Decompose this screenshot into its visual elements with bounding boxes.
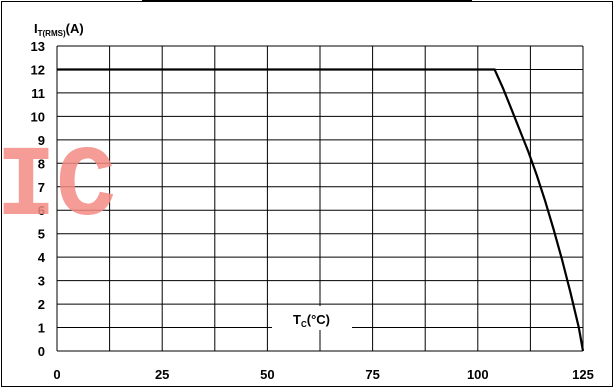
y-tick-label: 3 (38, 274, 45, 289)
y-tick-label: 13 (31, 39, 45, 54)
y-tick-label: 2 (38, 297, 45, 312)
x-tick-label: 75 (365, 367, 379, 382)
series-line (57, 68, 585, 352)
x-axis-label: TC(°C) (293, 312, 330, 329)
watermark: IC (0, 132, 116, 245)
x-axis-label-unit: (°C) (307, 312, 330, 327)
y-tick-label: 0 (38, 344, 45, 359)
y-tick-label: 5 (38, 227, 45, 242)
y-axis-label-sub: T(RMS) (38, 29, 66, 38)
chart-top-border (142, 0, 472, 2)
grid (56, 45, 584, 352)
x-axis-label-main: T (293, 312, 301, 327)
x-tick-labels: 0 25 50 75 100 125 (53, 367, 593, 382)
x-tick-label: 125 (572, 367, 594, 382)
x-axis-label-box (272, 306, 352, 330)
y-tick-label: 9 (38, 133, 45, 148)
y-tick-label: 8 (38, 156, 45, 171)
x-tick-label: 25 (155, 367, 169, 382)
x-axis-label-sub: C (301, 320, 307, 329)
y-tick-label: 6 (38, 203, 45, 218)
y-axis-label: IT(RMS)(A) (34, 21, 84, 38)
y-tick-label: 7 (38, 180, 45, 195)
y-axis-label-unit: (A) (66, 21, 84, 36)
y-tick-label: 12 (31, 62, 45, 77)
y-tick-label: 1 (38, 321, 45, 336)
y-tick-label: 4 (38, 250, 46, 265)
x-tick-label: 50 (260, 367, 274, 382)
y-axis-label-main: I (34, 21, 38, 36)
y-tick-label: 11 (31, 86, 45, 101)
x-tick-label: 100 (467, 367, 489, 382)
x-tick-label: 0 (53, 367, 60, 382)
y-tick-label: 10 (31, 109, 45, 124)
